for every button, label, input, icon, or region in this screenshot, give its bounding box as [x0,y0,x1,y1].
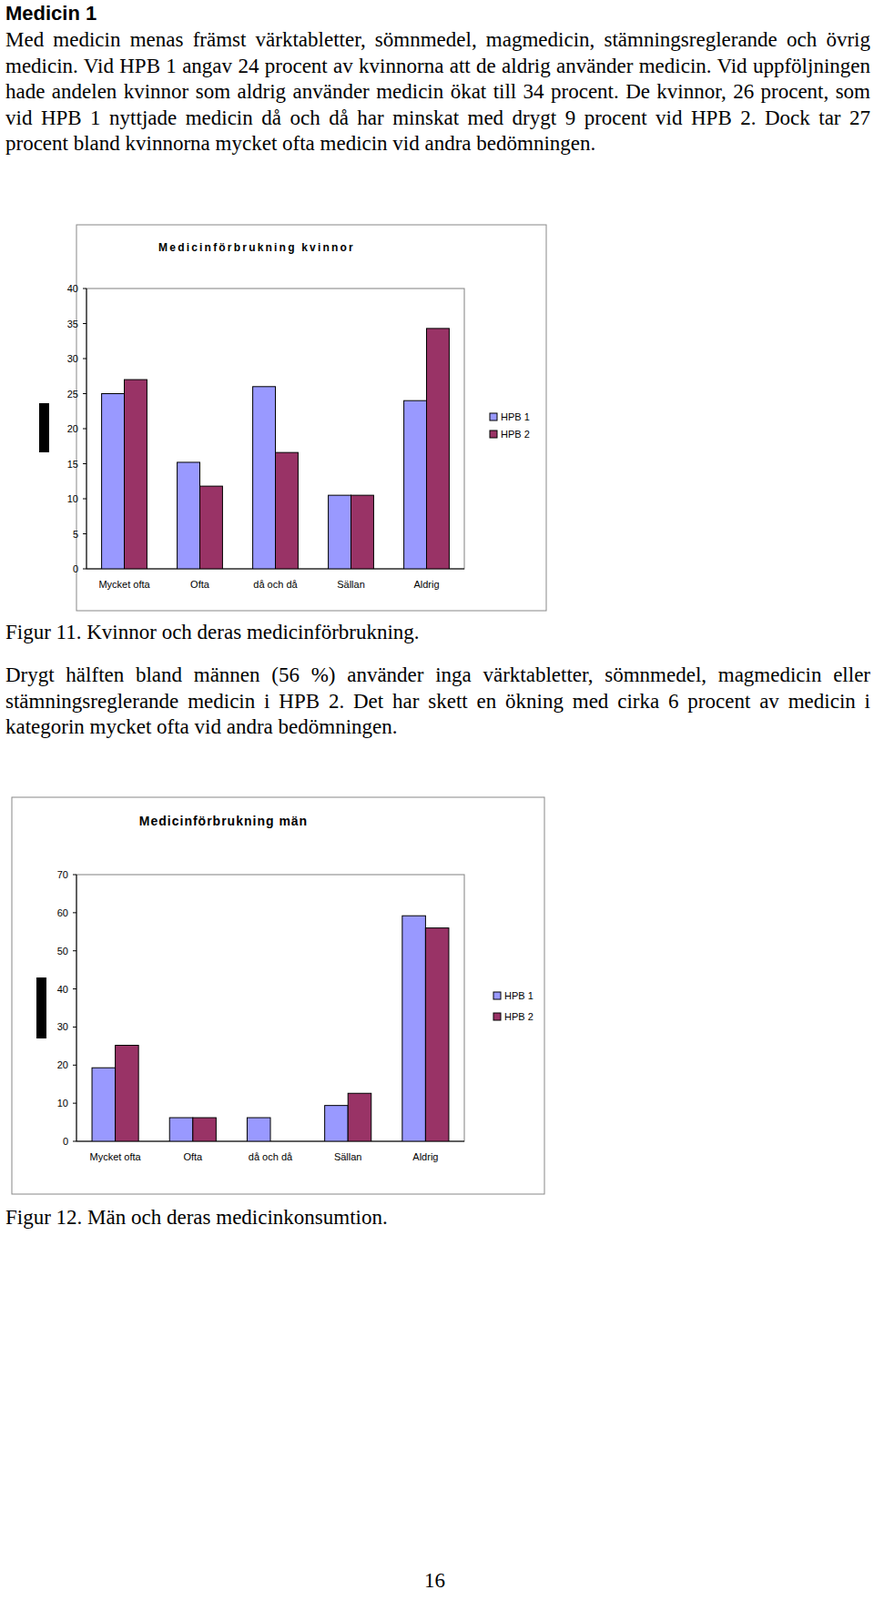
y-tick [72,1026,77,1028]
x-tick-label: Mycket ofta [89,1151,142,1163]
legend-swatch [493,992,501,1000]
y-tick [72,988,77,990]
axis-title-box [36,977,47,1039]
y-axis [76,874,78,1142]
y-tick [82,428,87,430]
y-tick-label: 10 [57,1097,69,1109]
y-tick-label: 0 [72,563,79,575]
bar [351,495,375,570]
chart-frame [11,797,545,1195]
chart: Medicinförbrukning kvinnor 0 5 10 15 20 25 30 35… [39,224,547,611]
y-tick-label: 70 [57,869,69,881]
y-tick [82,393,87,395]
plot-area [76,874,465,1142]
chart-title: Medicinförbrukning kvinnor [158,241,356,255]
x-tick-label: Aldrig [412,1151,438,1163]
y-tick-label: 40 [67,283,79,295]
figure-caption: Figur 12. Män och deras medicinkonsumtio… [5,1206,388,1230]
y-tick [72,1103,77,1105]
x-tick-label: Sällan [336,579,366,590]
y-tick-label: 15 [67,458,79,470]
x-tick-label: Sällan [334,1151,363,1163]
legend-swatch [489,430,498,438]
legend-label: HPB 2 [504,1011,534,1023]
bar [270,1141,295,1143]
y-tick [82,463,87,465]
y-tick [72,950,77,952]
y-tick-label: 25 [67,388,79,400]
x-tick-label: Mycket ofta [98,579,151,590]
y-tick [82,569,87,570]
bar [328,495,352,570]
x-tick-label: Ofta [190,579,211,590]
y-tick [82,498,87,500]
legend-label: HPB 1 [500,411,530,423]
y-tick [72,1141,77,1143]
y-tick-label: 30 [67,353,79,365]
chart-frame [76,224,547,611]
chart-title: Medicinförbrukning män [139,813,308,829]
paragraph: Med medicin menas främst värktabletter, … [5,27,871,158]
y-tick-label: 35 [67,318,79,330]
y-tick [82,288,87,290]
legend-label: HPB 1 [504,990,534,1002]
y-tick-label: 30 [57,1021,69,1033]
x-tick-label: då och då [253,579,298,590]
bar [275,452,299,570]
y-tick [72,1065,77,1067]
axis-title-box [39,403,50,453]
chart: Medicinförbrukning män 0 10 20 30 40 50 60 70 Myc… [11,797,545,1195]
y-tick [82,323,87,325]
bar [425,928,449,1142]
y-tick-label: 40 [57,984,69,996]
figure-caption: Figur 11. Kvinnor och deras medicinförbr… [5,620,420,645]
heading: Medicin 1 [5,1,97,26]
bar [404,400,427,570]
legend-swatch [489,413,498,421]
y-tick-label: 10 [67,493,79,505]
page-number: 16 [424,1569,446,1594]
bar [347,1093,372,1142]
y-tick [82,358,87,360]
y-tick [72,874,77,876]
bar [115,1046,140,1142]
legend-label: HPB 2 [500,428,530,440]
y-tick-label: 20 [57,1059,69,1071]
paragraph: Drygt hälften bland männen (56 %) använd… [5,662,871,742]
x-tick-label: Ofta [182,1151,204,1163]
bar [124,379,148,570]
x-tick-label: Aldrig [413,579,439,590]
y-tick [82,533,87,535]
bar [177,462,201,570]
plot-area [86,288,465,570]
bar [426,328,450,570]
bars [91,915,449,1142]
bar [325,1106,349,1142]
bars [101,328,450,570]
y-axis [86,288,88,570]
bar [91,1067,116,1142]
bar [101,394,125,570]
x-tick-label: då och då [248,1151,294,1163]
legend-swatch [493,1013,501,1021]
bar [200,486,224,570]
bar [246,1117,271,1142]
y-tick-label: 50 [57,945,69,957]
y-tick [72,912,77,914]
y-tick-label: 20 [67,423,79,435]
y-tick-label: 0 [62,1136,69,1148]
y-tick-label: 5 [72,528,79,540]
bar [193,1117,217,1142]
charts-layer: Medicinförbrukning kvinnor 0 5 10 15 20 25 30 35… [0,0,874,1600]
bar [253,386,276,570]
bar [402,915,427,1142]
y-tick-label: 60 [57,907,69,919]
bar [169,1117,194,1142]
